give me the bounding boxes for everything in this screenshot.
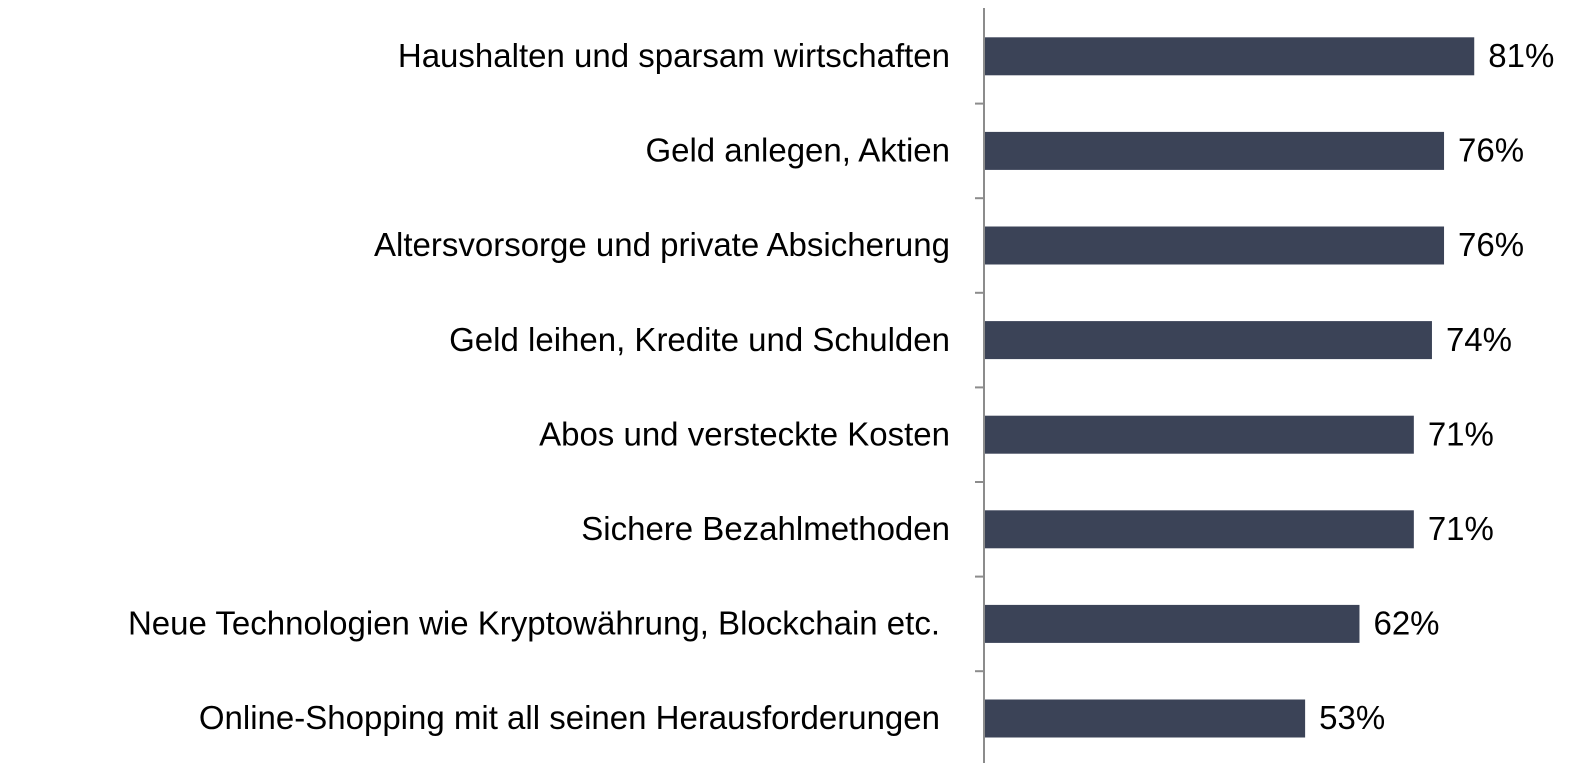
value-label: 74% (1446, 321, 1512, 358)
category-label: Abos und versteckte Kosten (539, 415, 950, 452)
category-label: Geld anlegen, Aktien (645, 132, 950, 169)
bar (985, 321, 1432, 360)
bar (985, 699, 1306, 738)
category-label: Geld leihen, Kredite und Schulden (449, 321, 950, 358)
value-label: 76% (1458, 226, 1524, 263)
category-label: Online-Shopping mit all seinen Herausfor… (199, 699, 940, 736)
category-label: Haushalten und sparsam wirtschaften (398, 37, 950, 74)
bar (985, 604, 1360, 643)
value-label: 53% (1319, 699, 1385, 736)
bar (985, 510, 1414, 549)
category-label: Altersvorsorge und private Absicherung (374, 226, 950, 263)
bar (985, 37, 1475, 76)
value-label: 71% (1428, 415, 1494, 452)
value-label: 62% (1373, 605, 1439, 642)
bar (985, 226, 1445, 265)
bar (985, 415, 1414, 454)
bar (985, 131, 1445, 170)
category-label: Neue Technologien wie Kryptowährung, Blo… (128, 605, 940, 642)
category-label: Sichere Bezahlmethoden (581, 510, 950, 547)
value-label: 71% (1428, 510, 1494, 547)
value-label: 81% (1488, 37, 1554, 74)
value-label: 76% (1458, 132, 1524, 169)
